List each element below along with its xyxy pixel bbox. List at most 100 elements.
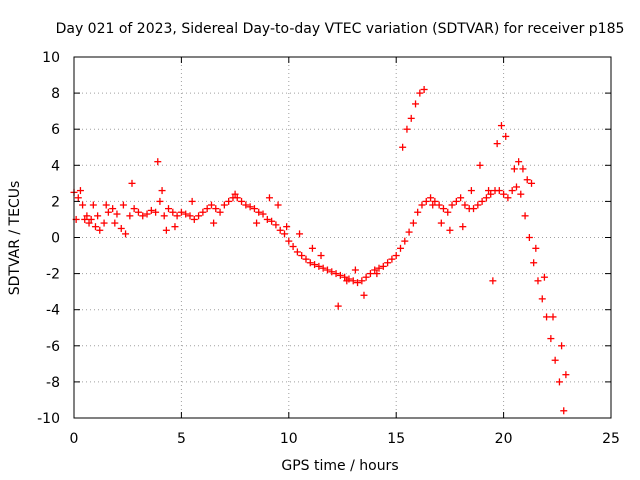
data-point	[225, 197, 233, 205]
data-point	[119, 201, 127, 209]
data-point	[512, 183, 520, 191]
data-point	[439, 205, 447, 213]
data-point	[315, 262, 323, 270]
data-point	[510, 165, 518, 173]
data-point	[532, 244, 540, 252]
data-point	[169, 208, 177, 216]
y-tick-label: 8	[51, 86, 60, 102]
data-point	[497, 122, 505, 130]
data-point	[422, 197, 430, 205]
data-point	[401, 237, 409, 245]
data-point	[220, 201, 228, 209]
data-point	[416, 89, 424, 97]
data-point	[399, 143, 407, 151]
data-point	[549, 313, 557, 321]
data-point	[444, 208, 452, 216]
axis-ticks	[73, 56, 612, 419]
data-point	[543, 313, 551, 321]
data-point	[94, 212, 102, 220]
data-point	[238, 197, 246, 205]
data-point	[276, 226, 284, 234]
data-point	[311, 261, 319, 269]
data-point	[283, 223, 291, 231]
x-tick-label: 10	[280, 431, 298, 447]
data-point	[242, 201, 250, 209]
x-tick-label: 5	[177, 431, 186, 447]
data-point	[154, 158, 162, 166]
data-point	[562, 371, 570, 379]
data-point	[474, 201, 482, 209]
data-point	[461, 201, 469, 209]
data-point	[296, 230, 304, 238]
data-point	[332, 270, 340, 278]
data-point	[521, 212, 529, 220]
data-point	[259, 210, 267, 218]
data-point	[495, 187, 503, 195]
data-point	[429, 201, 437, 209]
data-point	[409, 219, 417, 227]
data-point	[414, 208, 422, 216]
data-point	[79, 201, 87, 209]
data-point	[81, 215, 89, 223]
data-point	[233, 194, 241, 202]
data-point	[190, 215, 198, 223]
data-point	[525, 234, 533, 241]
data-point	[109, 205, 117, 213]
data-point	[177, 208, 185, 216]
y-tick-label: -10	[37, 411, 60, 427]
data-point	[126, 212, 134, 220]
data-point	[487, 190, 495, 198]
data-point	[306, 259, 314, 267]
data-point	[420, 85, 428, 93]
data-point	[375, 264, 383, 272]
y-tick-label: -8	[46, 375, 60, 391]
data-point	[489, 277, 497, 285]
data-point	[459, 223, 467, 231]
y-tick-label: -6	[46, 339, 60, 355]
data-point	[388, 255, 396, 263]
x-tick-labels: 0 5 10 15 20 25	[70, 431, 620, 447]
data-point	[96, 226, 104, 234]
data-point	[351, 266, 359, 274]
x-tick-label: 20	[495, 431, 513, 447]
data-point	[76, 187, 84, 195]
data-point	[246, 203, 254, 211]
data-point	[195, 212, 203, 220]
data-point	[139, 212, 147, 220]
data-point	[555, 378, 563, 386]
data-point	[117, 224, 125, 232]
data-point	[354, 279, 362, 287]
data-point	[360, 291, 368, 299]
x-tick-label: 25	[602, 431, 620, 447]
data-point	[341, 273, 349, 281]
data-point	[504, 194, 512, 202]
data-point	[336, 271, 344, 279]
data-point	[519, 165, 527, 173]
data-point	[289, 243, 297, 251]
data-point	[165, 205, 173, 213]
data-point	[515, 158, 523, 166]
y-axis-label: SDTVAR / TECUs	[7, 181, 23, 296]
data-point	[173, 212, 181, 220]
data-point	[250, 205, 258, 213]
data-point	[457, 194, 465, 202]
data-point	[547, 335, 555, 343]
data-point	[538, 295, 546, 303]
data-point	[551, 356, 559, 364]
data-point	[268, 217, 276, 225]
data-point	[403, 125, 411, 133]
data-point	[302, 255, 310, 263]
data-point	[113, 210, 121, 218]
data-point	[85, 219, 93, 227]
data-point	[317, 252, 325, 260]
data-point	[199, 208, 207, 216]
data-point	[158, 187, 166, 195]
data-point	[384, 259, 392, 267]
data-point	[405, 228, 413, 236]
data-point	[162, 226, 170, 234]
x-tick-label: 0	[70, 431, 79, 447]
data-point	[366, 270, 374, 278]
data-point	[358, 277, 366, 285]
data-point	[476, 161, 484, 169]
